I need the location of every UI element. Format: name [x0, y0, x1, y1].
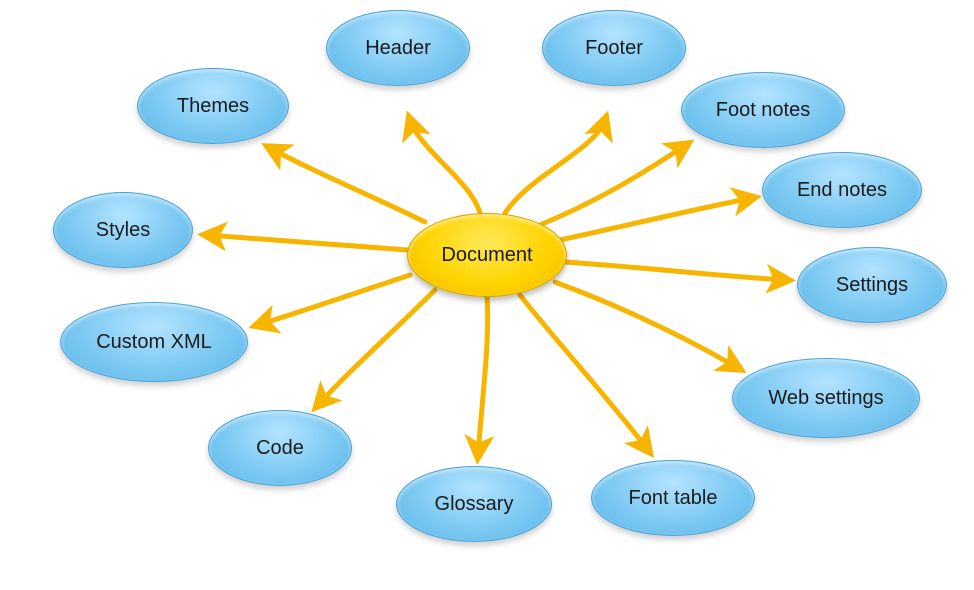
- node-code: Code: [208, 410, 352, 486]
- node-footnotes: Foot notes: [681, 72, 845, 148]
- node-websettings: Web settings: [732, 358, 920, 438]
- connector-settings: [565, 262, 786, 280]
- connector-header: [410, 120, 480, 213]
- node-label: Footer: [585, 37, 643, 59]
- node-document-center: Document: [407, 213, 567, 297]
- connector-code: [318, 290, 435, 405]
- node-customxml: Custom XML: [60, 302, 248, 382]
- node-label: Styles: [96, 219, 150, 241]
- node-styles: Styles: [53, 192, 193, 268]
- connector-footer: [505, 120, 605, 213]
- node-glossary: Glossary: [396, 466, 552, 542]
- connector-glossary: [478, 297, 488, 455]
- node-fonttable: Font table: [591, 460, 755, 536]
- node-label: Code: [256, 437, 304, 459]
- connector-endnotes: [560, 198, 752, 240]
- node-label: End notes: [797, 179, 887, 201]
- node-label: Foot notes: [716, 99, 811, 121]
- connector-themes: [270, 148, 425, 222]
- node-label: Web settings: [768, 387, 883, 409]
- node-label: Header: [365, 37, 431, 59]
- connector-customxml: [258, 275, 410, 325]
- node-themes: Themes: [137, 68, 289, 144]
- node-header: Header: [326, 10, 470, 86]
- node-label: Custom XML: [96, 331, 212, 353]
- node-footer: Footer: [542, 10, 686, 86]
- node-endnotes: End notes: [762, 152, 922, 228]
- connector-websettings: [555, 282, 738, 368]
- mindmap-diagram: Document Header Footer Foot notes End notes…: [0, 0, 974, 590]
- node-label: Font table: [629, 487, 718, 509]
- connector-fonttable: [520, 295, 648, 450]
- node-label: Themes: [177, 95, 249, 117]
- node-settings: Settings: [797, 247, 947, 323]
- connector-styles: [207, 235, 408, 250]
- node-label: Settings: [836, 274, 908, 296]
- node-label: Glossary: [435, 493, 514, 515]
- node-label: Document: [441, 244, 532, 266]
- connector-footnotes: [540, 145, 686, 225]
